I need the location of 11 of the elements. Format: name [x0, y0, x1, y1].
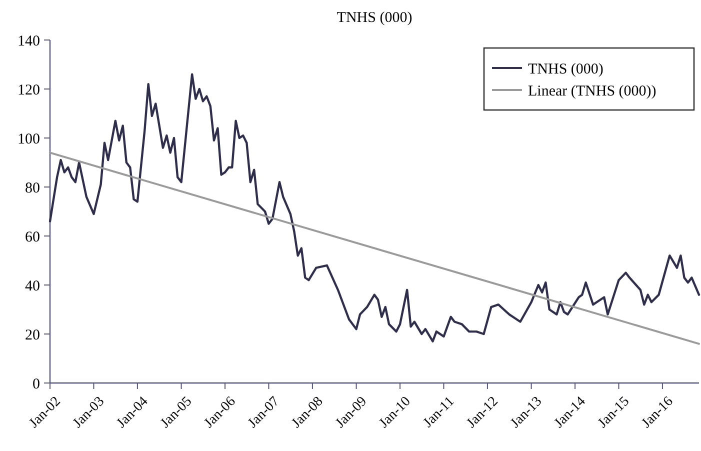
legend-label: Linear (TNHS (000))	[528, 83, 656, 100]
chart-title: TNHS (000)	[336, 10, 412, 26]
y-tick-label: 100	[18, 131, 40, 148]
y-tick-label: 140	[18, 33, 40, 50]
y-tick-label: 120	[18, 82, 40, 98]
y-tick-label: 80	[25, 180, 40, 196]
y-tick-label: 60	[25, 229, 40, 246]
y-tick-label: 20	[25, 327, 40, 344]
y-tick-label: 40	[25, 278, 40, 294]
y-tick-label: 0	[32, 376, 40, 392]
legend-label: TNHS (000)	[528, 61, 604, 78]
